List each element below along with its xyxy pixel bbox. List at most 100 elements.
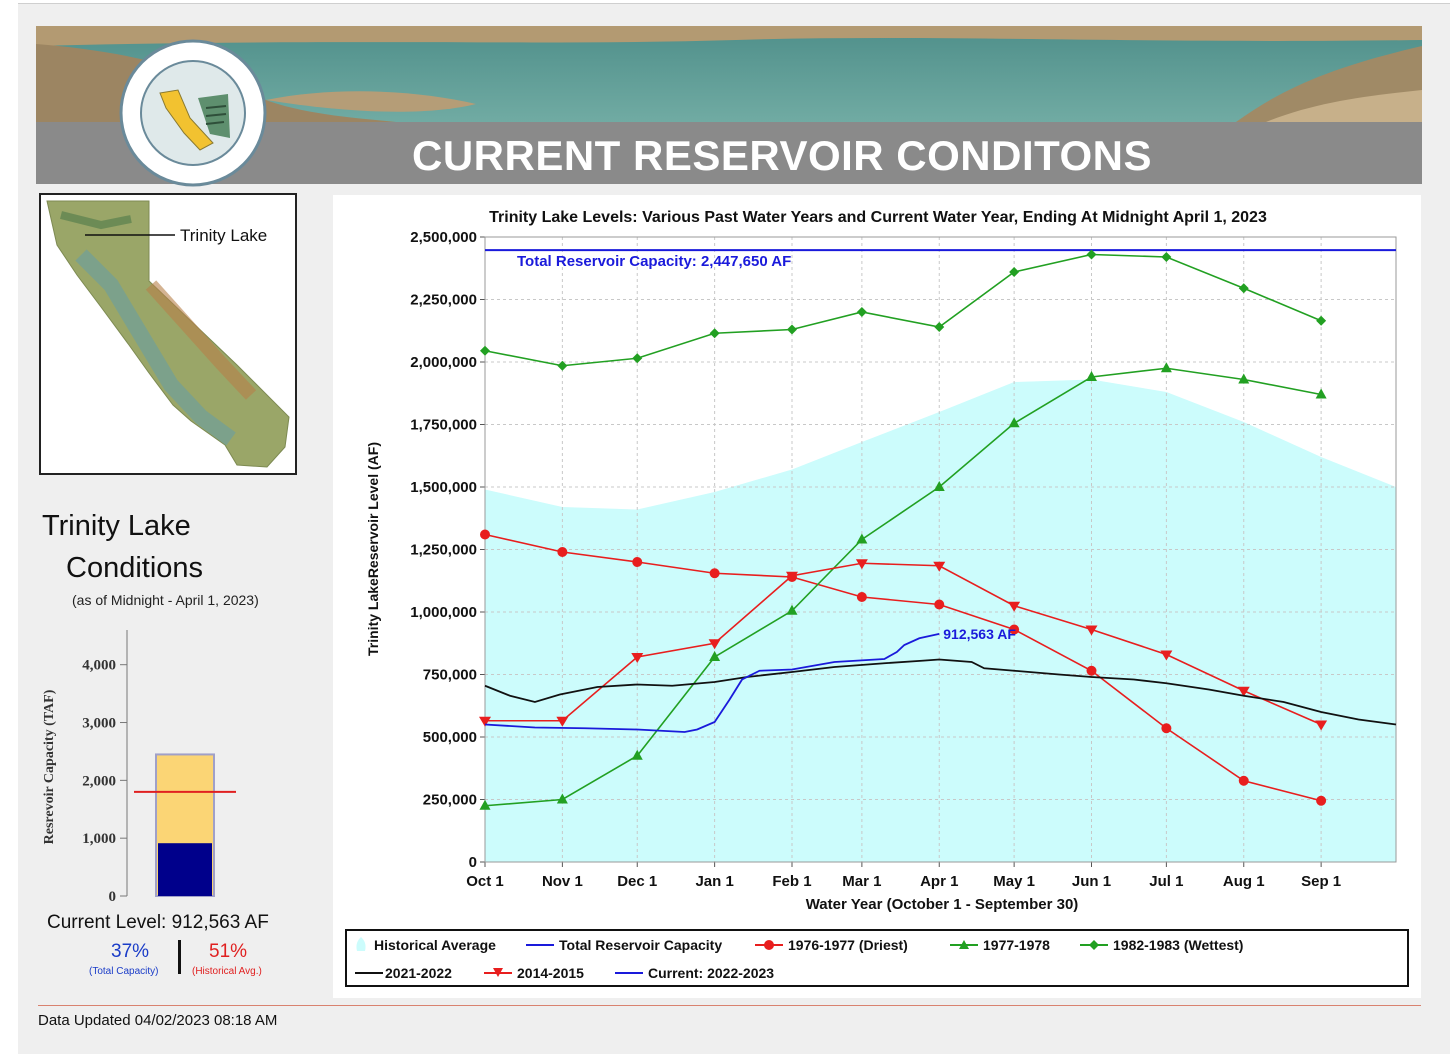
legend-swatches	[355, 937, 1108, 977]
data-point-1982-1983-wettest	[557, 360, 568, 371]
percent-total-capacity: 37%	[111, 941, 150, 962]
legend-label-current: Current: 2022-2023	[648, 965, 775, 981]
data-point-2014-2015	[785, 571, 798, 582]
x-tick-label: Mar 1	[842, 873, 881, 890]
data-point-1982-1983-wettest	[786, 324, 797, 335]
data-point-2014-2015	[933, 561, 946, 572]
series-line-1977-1978	[484, 367, 1322, 807]
chart-title: Trinity Lake Levels: Various Past Water …	[489, 209, 1267, 226]
capacity-gauge: Resrevoir Capacity (TAF) 0 1,000 2,000 3,00…	[42, 630, 236, 905]
data-point-1976-1977-driest	[856, 592, 867, 602]
data-point-1976-1977-driest	[1161, 723, 1172, 734]
data-point-1977-1978	[631, 749, 643, 760]
data-point-1976-1977-driest	[709, 568, 720, 579]
california-map-image	[46, 200, 290, 468]
banner-title-bar	[36, 122, 1422, 184]
data-point-1977-1978	[1315, 388, 1327, 399]
data-point-1982-1983-wettest	[1238, 283, 1249, 294]
gauge-tick-label: 3,000	[82, 716, 116, 732]
data-point-2014-2015	[1160, 650, 1173, 661]
series-line-2021-2022	[484, 658, 1397, 726]
data-point-1977-1978	[556, 793, 568, 804]
percent-total-capacity-label: (Total Capacity)	[89, 966, 159, 977]
legend-marker-1976-1977	[764, 940, 774, 950]
capacity-label: Total Reservoir Capacity: 2,447,650 AF	[517, 253, 791, 270]
series-line-2014-2015	[485, 562, 1322, 726]
data-point-1976-1977-driest	[934, 599, 945, 610]
map-label: Trinity Lake	[180, 226, 268, 245]
gauge-current-bar	[158, 843, 212, 896]
map-pointer-line	[85, 234, 175, 236]
data-point-2014-2015	[1008, 601, 1021, 612]
legend-label-1976-1977: 1976-1977 (Driest)	[788, 937, 908, 953]
y-tick-label: 750,000	[423, 667, 477, 684]
chart-panel: Trinity Lake Levels: Various Past Water …	[333, 195, 1421, 998]
data-point-1982-1983-wettest	[709, 328, 720, 339]
legend-marker-1982-1983	[1089, 940, 1099, 950]
x-tick-label: Aug 1	[1223, 873, 1265, 890]
y-tick-label: 0	[469, 854, 477, 871]
data-point-1982-1983-wettest	[934, 322, 945, 332]
data-point-1977-1978	[786, 604, 798, 615]
current-level-annotation: 912,563 AF	[943, 626, 1016, 642]
data-point-1982-1983-wettest	[1009, 267, 1020, 277]
x-tick-label: Jun 1	[1072, 873, 1111, 890]
legend-label-capacity: Total Reservoir Capacity	[559, 937, 723, 953]
chart-xlabel: Water Year (October 1 - September 30)	[806, 896, 1079, 913]
banner: CURRENT RESERVOIR CONDITONS	[36, 26, 1422, 184]
x-tick-label: Apr 1	[920, 873, 958, 890]
y-tick-label: 1,000,000	[410, 604, 477, 621]
y-tick-label: 2,500,000	[410, 229, 477, 246]
x-tick-label: Jan 1	[695, 873, 733, 890]
plot-frame	[484, 236, 1397, 863]
data-point-2014-2015	[1085, 625, 1098, 636]
y-tick-label: 250,000	[423, 792, 477, 809]
dwr-seal-logo	[119, 39, 267, 187]
gauge-tick-label: 1,000	[82, 831, 116, 847]
gauge-ylabel: Resrevoir Capacity (TAF)	[42, 689, 57, 844]
page-title: CURRENT RESERVOIR CONDITONS	[412, 132, 1153, 179]
x-tick-label: May 1	[993, 873, 1035, 890]
legend-label-2021-2022: 2021-2022	[385, 965, 452, 981]
percent-separator	[178, 940, 181, 974]
chart-ylabel: Trinity LakeReservoir Level (AF)	[365, 442, 381, 656]
y-tick-label: 1,750,000	[410, 417, 477, 434]
data-point-1982-1983-wettest	[856, 307, 867, 317]
data-point-1977-1978	[1008, 417, 1020, 428]
data-point-1977-1978	[479, 799, 491, 810]
current-level: Current Level: 912,563 AF	[47, 912, 269, 933]
data-point-2014-2015	[708, 639, 721, 650]
y-tick-label: 2,000,000	[410, 354, 477, 371]
y-tick-label: 2,250,000	[410, 292, 477, 309]
data-point-1976-1977-driest	[480, 529, 490, 540]
series-line-1976-1977-driest	[484, 533, 1322, 802]
series-line-current-2022-2023	[484, 632, 940, 733]
legend-swatch-historical-average	[356, 937, 366, 951]
x-tick-label: Oct 1	[466, 873, 504, 890]
data-point-2014-2015	[855, 559, 868, 570]
data-point-1976-1977-driest	[557, 547, 568, 557]
data-point-2014-2015	[631, 653, 644, 663]
footer-divider	[38, 1005, 1421, 1006]
data-point-1976-1977-driest	[1316, 795, 1327, 806]
conditions-title-line2: Conditions	[66, 552, 204, 584]
reservoir-levels-chart: Trinity Lake Levels: Various Past Water …	[365, 209, 1397, 913]
legend-marker-1977-1978	[959, 940, 969, 949]
data-point-1976-1977-driest	[1009, 624, 1020, 635]
data-point-2014-2015	[1237, 686, 1250, 697]
chart-legend: Historical Average Total Reservoir Capac…	[345, 929, 1409, 987]
x-tick-label: Nov 1	[542, 873, 583, 890]
data-point-1982-1983-wettest	[1086, 249, 1097, 260]
historical-average-area	[485, 379, 1396, 862]
data-point-1977-1978	[856, 533, 868, 544]
legend-label-2014-2015: 2014-2015	[517, 965, 584, 981]
gauge-tick-label: 0	[109, 889, 117, 905]
x-tick-label: Feb 1	[772, 873, 811, 890]
data-point-1977-1978	[709, 651, 721, 661]
data-updated: Data Updated 04/02/2023 08:18 AM	[38, 1012, 278, 1029]
x-tick-label: Sep 1	[1301, 873, 1341, 890]
gauge-tick-label: 4,000	[82, 658, 116, 674]
legend-label-1977-1978: 1977-1978	[983, 937, 1050, 953]
x-tick-label: Dec 1	[617, 873, 657, 890]
data-point-1977-1978	[1160, 362, 1172, 373]
